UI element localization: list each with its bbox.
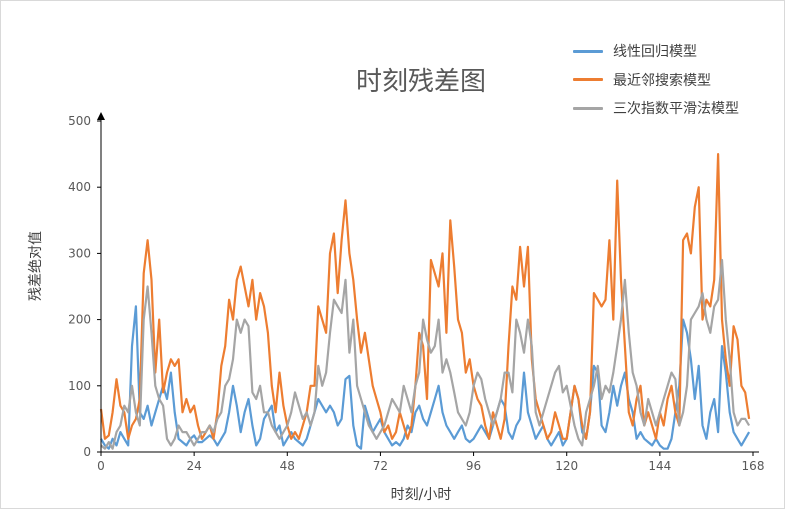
y-tick-label-400: 400 <box>68 180 91 194</box>
x-tick-label-48: 48 <box>280 459 295 473</box>
series-line-2 <box>100 258 751 450</box>
legend-swatch-knn <box>573 78 603 82</box>
x-tick-label-144: 144 <box>648 459 671 473</box>
y-tick-label-0: 0 <box>83 445 91 459</box>
x-axis-label: 时刻/小时 <box>390 487 452 503</box>
legend-label-exp-smoothing: 三次指数平滑法模型 <box>613 101 739 118</box>
legend: 线性回归模型 最近邻搜索模型 三次指数平滑法模型 <box>573 37 739 123</box>
y-tick-label-200: 200 <box>68 313 91 327</box>
x-tick-label-0: 0 <box>97 459 105 473</box>
y-axis-label: 残差绝对值 <box>28 231 44 301</box>
chart-title: 时刻残差图 <box>355 67 486 97</box>
y-tick-label-100: 100 <box>68 379 91 393</box>
x-tick-label-168: 168 <box>742 459 765 473</box>
x-tick-label-72: 72 <box>373 459 388 473</box>
legend-item-linear: 线性回归模型 <box>573 37 739 66</box>
y-axis-arrow <box>97 112 105 120</box>
series-line-1 <box>99 153 751 440</box>
legend-swatch-linear <box>573 49 603 53</box>
x-tick-label-120: 120 <box>555 459 578 473</box>
legend-label-knn: 最近邻搜索模型 <box>613 72 711 89</box>
x-tick-label-96: 96 <box>466 459 481 473</box>
y-tick-label-300: 300 <box>68 246 91 260</box>
x-tick-label-24: 24 <box>187 459 202 473</box>
legend-item-exp-smoothing: 三次指数平滑法模型 <box>573 94 739 123</box>
legend-swatch-exp-smoothing <box>573 106 603 110</box>
legend-label-linear: 线性回归模型 <box>613 44 697 61</box>
y-tick-label-500: 500 <box>68 114 91 128</box>
legend-item-knn: 最近邻搜索模型 <box>573 66 739 95</box>
series-line-0 <box>100 305 751 450</box>
